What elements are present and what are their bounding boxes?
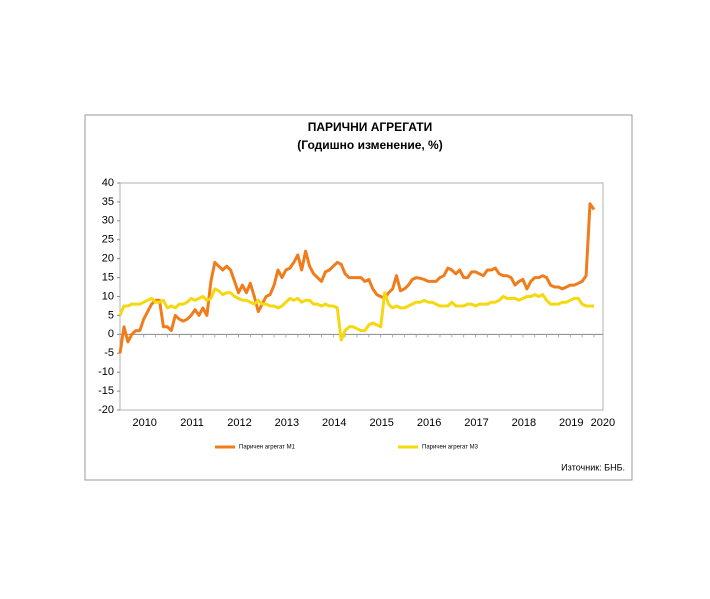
chart-frame: [84, 114, 633, 481]
source-note: Източник: БНБ.: [561, 462, 625, 472]
x-tick-label: 2016: [417, 417, 441, 429]
x-tick-label: 2013: [275, 417, 299, 429]
y-tick-label: -10: [98, 366, 114, 378]
x-tick-label: 2014: [322, 417, 346, 429]
y-tick-label: 5: [108, 309, 114, 321]
y-tick-label: -15: [98, 385, 114, 397]
y-tick-label: 30: [102, 215, 114, 227]
x-tick-label: 2019: [559, 417, 583, 429]
x-tick-label: 2020: [591, 417, 615, 429]
x-tick-label: 2018: [512, 417, 536, 429]
legend-label: Паричен агрегат М1: [239, 445, 296, 451]
x-tick-label: 2010: [132, 417, 156, 429]
y-tick-label: -5: [104, 347, 114, 359]
series-line: [118, 202, 596, 354]
y-tick-label: 40: [102, 177, 114, 189]
x-tick-label: 2015: [369, 417, 393, 429]
chart-subtitle: (Годишно изменение, %): [297, 138, 442, 152]
y-tick-label: 10: [102, 290, 114, 302]
y-tick-label: 15: [102, 271, 114, 283]
series-line: [118, 287, 594, 342]
x-tick-label: 2012: [227, 417, 251, 429]
y-tick-label: 25: [102, 234, 114, 246]
legend-label: Паричен агрегат М3: [422, 445, 479, 451]
y-tick-label: 20: [102, 253, 114, 265]
y-tick-label: 35: [102, 196, 114, 208]
y-tick-label: -20: [98, 404, 114, 416]
chart-title: ПАРИЧНИ АГРЕГАТИ: [308, 120, 433, 134]
x-tick-label: 2017: [464, 417, 488, 429]
y-tick-label: 0: [108, 328, 114, 340]
x-tick-label: 2011: [180, 417, 204, 429]
